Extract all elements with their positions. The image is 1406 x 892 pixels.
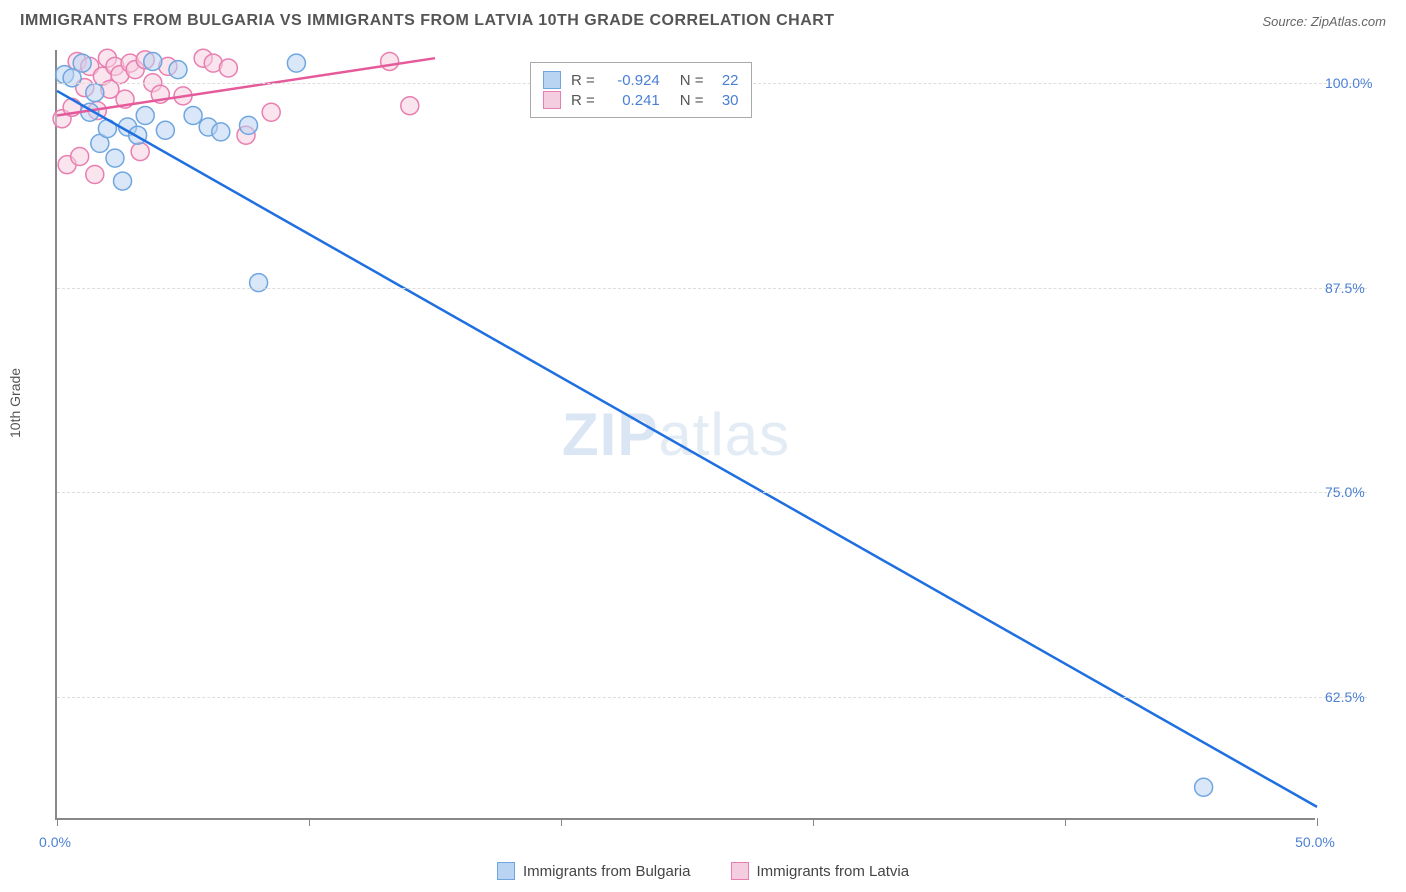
data-point — [86, 166, 104, 184]
data-point — [250, 274, 268, 292]
stats-r-label: R = — [571, 72, 595, 89]
grid-line — [57, 492, 1367, 493]
stats-n-label: N = — [680, 92, 704, 109]
x-tick — [561, 818, 562, 826]
data-point — [136, 107, 154, 125]
data-point — [287, 54, 305, 72]
y-axis-title: 10th Grade — [7, 368, 23, 438]
legend-item-bulgaria: Immigrants from Bulgaria — [497, 862, 691, 880]
bottom-legend: Immigrants from Bulgaria Immigrants from… — [0, 862, 1406, 880]
stats-swatch-latvia — [543, 91, 561, 109]
y-tick-label: 100.0% — [1325, 75, 1372, 91]
chart-title: IMMIGRANTS FROM BULGARIA VS IMMIGRANTS F… — [20, 12, 835, 30]
stats-r-bulgaria: -0.924 — [605, 72, 660, 89]
chart-svg — [57, 50, 1315, 818]
x-tick — [57, 818, 58, 826]
legend-item-latvia: Immigrants from Latvia — [731, 862, 910, 880]
data-point — [240, 116, 258, 134]
data-point — [71, 147, 89, 165]
x-tick — [813, 818, 814, 826]
data-point — [106, 149, 124, 167]
grid-line — [57, 288, 1367, 289]
plot-area: ZIPatlas 62.5%75.0%87.5%100.0% — [55, 50, 1315, 820]
data-point — [156, 121, 174, 139]
legend-swatch-latvia — [731, 862, 749, 880]
data-point — [262, 103, 280, 121]
stats-r-label: R = — [571, 92, 595, 109]
grid-line — [57, 697, 1367, 698]
legend-swatch-bulgaria — [497, 862, 515, 880]
correlation-stats-box: R = -0.924 N = 22 R = 0.241 N = 30 — [530, 62, 752, 118]
y-tick-label: 62.5% — [1325, 689, 1365, 705]
data-point — [212, 123, 230, 141]
data-point — [401, 97, 419, 115]
data-point — [131, 143, 149, 161]
chart-header: IMMIGRANTS FROM BULGARIA VS IMMIGRANTS F… — [20, 12, 1386, 30]
stats-row-latvia: R = 0.241 N = 30 — [543, 91, 739, 109]
source-attribution: Source: ZipAtlas.com — [1262, 14, 1386, 29]
stats-r-latvia: 0.241 — [605, 92, 660, 109]
x-tick-label: 50.0% — [1295, 834, 1335, 850]
source-prefix: Source: — [1262, 14, 1310, 29]
y-tick-label: 87.5% — [1325, 280, 1365, 296]
x-tick — [309, 818, 310, 826]
data-point — [73, 54, 91, 72]
x-tick — [1065, 818, 1066, 826]
data-point — [144, 52, 162, 70]
stats-swatch-bulgaria — [543, 71, 561, 89]
data-point — [1195, 778, 1213, 796]
data-point — [114, 172, 132, 190]
data-point — [184, 107, 202, 125]
legend-label-bulgaria: Immigrants from Bulgaria — [523, 863, 691, 880]
x-tick — [1317, 818, 1318, 826]
x-tick-label: 0.0% — [39, 834, 71, 850]
data-point — [86, 84, 104, 102]
data-point — [219, 59, 237, 77]
data-point — [381, 52, 399, 70]
stats-n-label: N = — [680, 72, 704, 89]
stats-row-bulgaria: R = -0.924 N = 22 — [543, 71, 739, 89]
y-tick-label: 75.0% — [1325, 484, 1365, 500]
stats-n-latvia: 30 — [714, 92, 739, 109]
legend-label-latvia: Immigrants from Latvia — [757, 863, 910, 880]
stats-n-bulgaria: 22 — [714, 72, 739, 89]
data-point — [169, 61, 187, 79]
source-name: ZipAtlas.com — [1311, 14, 1386, 29]
